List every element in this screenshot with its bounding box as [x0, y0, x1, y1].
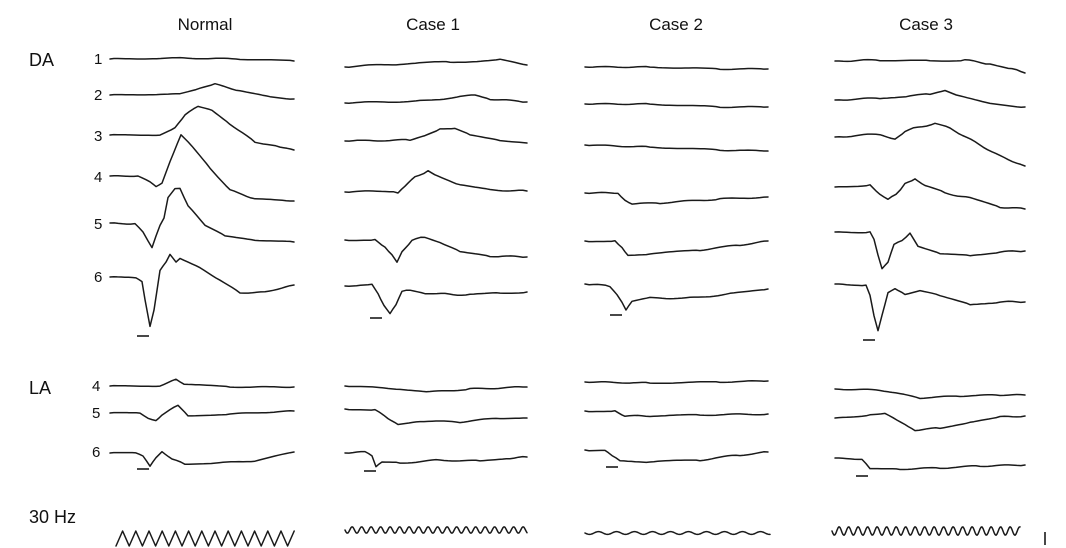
column-header-case-1: Case 1: [406, 15, 460, 34]
la-row-label: 6: [92, 444, 100, 461]
da-trace: [584, 240, 769, 257]
da-trace: [834, 122, 1026, 167]
da-trace: [344, 94, 528, 104]
da-trace: [344, 236, 528, 263]
da-row-label: 1: [94, 51, 102, 68]
da-row-label: 4: [94, 169, 102, 186]
da-trace: [344, 58, 528, 68]
da-trace: [109, 56, 295, 62]
la-row-label: 5: [92, 405, 100, 422]
la-trace: [834, 457, 1026, 471]
la-trace: [109, 378, 295, 389]
da-trace: [344, 169, 528, 194]
da-trace: [584, 102, 769, 109]
la-row-label: 4: [92, 378, 100, 395]
section-label-da: DA: [29, 50, 54, 70]
section-label-flicker: 30 Hz: [29, 507, 76, 527]
da-trace: [584, 144, 769, 152]
da-row-label: 2: [94, 87, 102, 104]
la-trace: [109, 404, 295, 422]
da-trace: [834, 231, 1026, 270]
flicker-trace: [584, 530, 771, 536]
da-trace: [344, 283, 528, 315]
la-trace: [584, 449, 769, 464]
da-trace: [109, 82, 295, 100]
da-trace: [109, 105, 295, 151]
da-trace: [834, 58, 1026, 74]
da-trace: [109, 253, 295, 328]
da-trace: [584, 65, 769, 71]
la-trace: [109, 450, 295, 467]
da-row-label: 6: [94, 269, 102, 286]
da-trace: [344, 127, 528, 144]
da-trace: [834, 178, 1026, 210]
flicker-trace: [831, 526, 1021, 536]
da-row-label: 5: [94, 216, 102, 233]
da-trace: [109, 187, 295, 249]
la-trace: [834, 388, 1026, 400]
waveform-traces: [109, 56, 1046, 547]
column-header-case-2: Case 2: [649, 15, 703, 34]
la-trace: [344, 408, 528, 426]
flicker-trace: [115, 530, 295, 547]
da-trace: [584, 191, 769, 205]
la-trace: [584, 410, 769, 418]
da-trace: [834, 283, 1026, 332]
la-trace: [584, 380, 769, 385]
la-trace: [344, 450, 528, 468]
section-label-la: LA: [29, 378, 51, 398]
flicker-trace: [344, 526, 528, 534]
column-header-normal: Normal: [178, 15, 233, 34]
da-trace: [834, 89, 1026, 109]
da-row-label: 3: [94, 128, 102, 145]
da-trace: [109, 134, 295, 202]
column-header-case-3: Case 3: [899, 15, 953, 34]
da-trace: [584, 283, 769, 311]
la-trace: [344, 385, 528, 393]
la-trace: [834, 412, 1026, 432]
